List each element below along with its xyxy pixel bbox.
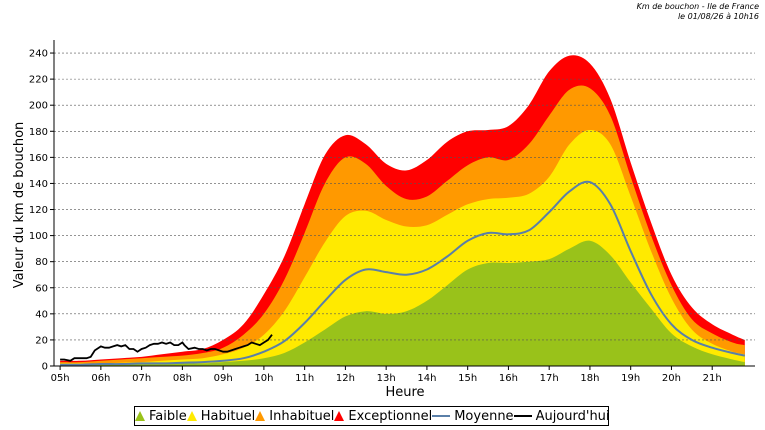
y-tick-label: 20	[35, 335, 48, 346]
area-layers	[60, 55, 745, 367]
legend-swatch	[432, 415, 451, 417]
traffic-jam-chart: 0 20 40 60 80 100 120 140 160 180 200 220 240 05h 06h…	[12, 40, 755, 400]
y-tick-label: 60	[35, 283, 48, 294]
y-tick-label: 120	[29, 205, 48, 216]
legend-label: Inhabituel	[269, 408, 335, 424]
x-tick-label: 17h	[540, 373, 559, 384]
legend-item-inhabituel: Inhabituel	[255, 409, 334, 424]
y-tick-label: 140	[29, 179, 48, 190]
x-tick-label: 18h	[580, 373, 599, 384]
x-tick-label: 12h	[336, 373, 355, 384]
x-tick-label: 07h	[132, 373, 151, 384]
y-tick-label: 200	[29, 101, 48, 112]
legend-swatch	[186, 411, 197, 421]
grid-lines	[54, 52, 755, 341]
legend-item-habituel: Habituel	[186, 408, 256, 424]
chart-legend: Faible Habituel Inhabituel Exceptionnel Moye…	[134, 406, 610, 426]
legend-swatch	[334, 411, 345, 421]
area-faible	[60, 240, 745, 366]
y-tick-label: 180	[29, 127, 48, 138]
y-axis-title: Valeur du km de bouchon	[12, 122, 27, 289]
legend-swatch	[255, 411, 266, 421]
y-tick-labels: 0 20 40 60 80 100 120 140 160 180 200 220 240	[29, 49, 48, 373]
legend-swatch	[135, 411, 145, 421]
y-tick-label: 80	[35, 257, 48, 268]
y-tick-label: 40	[35, 309, 48, 320]
x-tick-label: 09h	[214, 373, 233, 384]
x-tick-label: 10h	[254, 373, 273, 384]
x-tick-labels: 05h 06h 07h 08h 09h 10h 11h 12h 13h 14h 15h 16h 17h 1…	[51, 373, 722, 384]
x-tick-label: 21h	[703, 373, 722, 384]
x-tick-label: 06h	[91, 373, 110, 384]
x-tick-label: 08h	[173, 373, 192, 384]
x-tick-label: 13h	[377, 373, 396, 384]
y-tick-label: 160	[29, 153, 48, 164]
y-tick-label: 220	[29, 75, 48, 86]
x-tick-label: 19h	[621, 373, 640, 384]
legend-label: Habituel	[200, 408, 256, 424]
y-tick-label: 100	[29, 231, 48, 242]
y-tick-label: 0	[42, 362, 48, 373]
x-tick-label: 16h	[499, 373, 518, 384]
x-tick-label: 15h	[458, 373, 477, 384]
legend-swatch	[513, 415, 532, 417]
legend-label: Aujourd'hui	[535, 408, 610, 424]
line-series	[60, 180, 746, 366]
chart-header-date: le 01/08/26 à 10h16	[677, 12, 759, 21]
x-tick-label: 20h	[662, 373, 681, 384]
line-moyenne	[60, 180, 746, 366]
x-tick-label: 11h	[295, 373, 314, 384]
line-aujourdhui	[60, 334, 273, 362]
legend-label: Faible	[149, 408, 187, 424]
legend-label: Exceptionnel	[348, 408, 433, 424]
axes	[50, 40, 755, 370]
x-tick-label: 05h	[51, 373, 70, 384]
legend-item-moyenne: Moyenne	[432, 408, 514, 424]
chart-header-title: Km de bouchon - Ile de France	[636, 2, 759, 11]
y-tick-label: 240	[29, 49, 48, 60]
x-axis-title: Heure	[385, 385, 424, 400]
legend-label: Moyenne	[454, 408, 514, 424]
legend-item-aujourdhui: Aujourd'hui	[513, 408, 610, 424]
x-tick-label: 14h	[417, 373, 436, 384]
legend-item-exceptionnel: Exceptionnel	[334, 409, 432, 424]
legend-item-faible: Faible	[135, 409, 187, 424]
